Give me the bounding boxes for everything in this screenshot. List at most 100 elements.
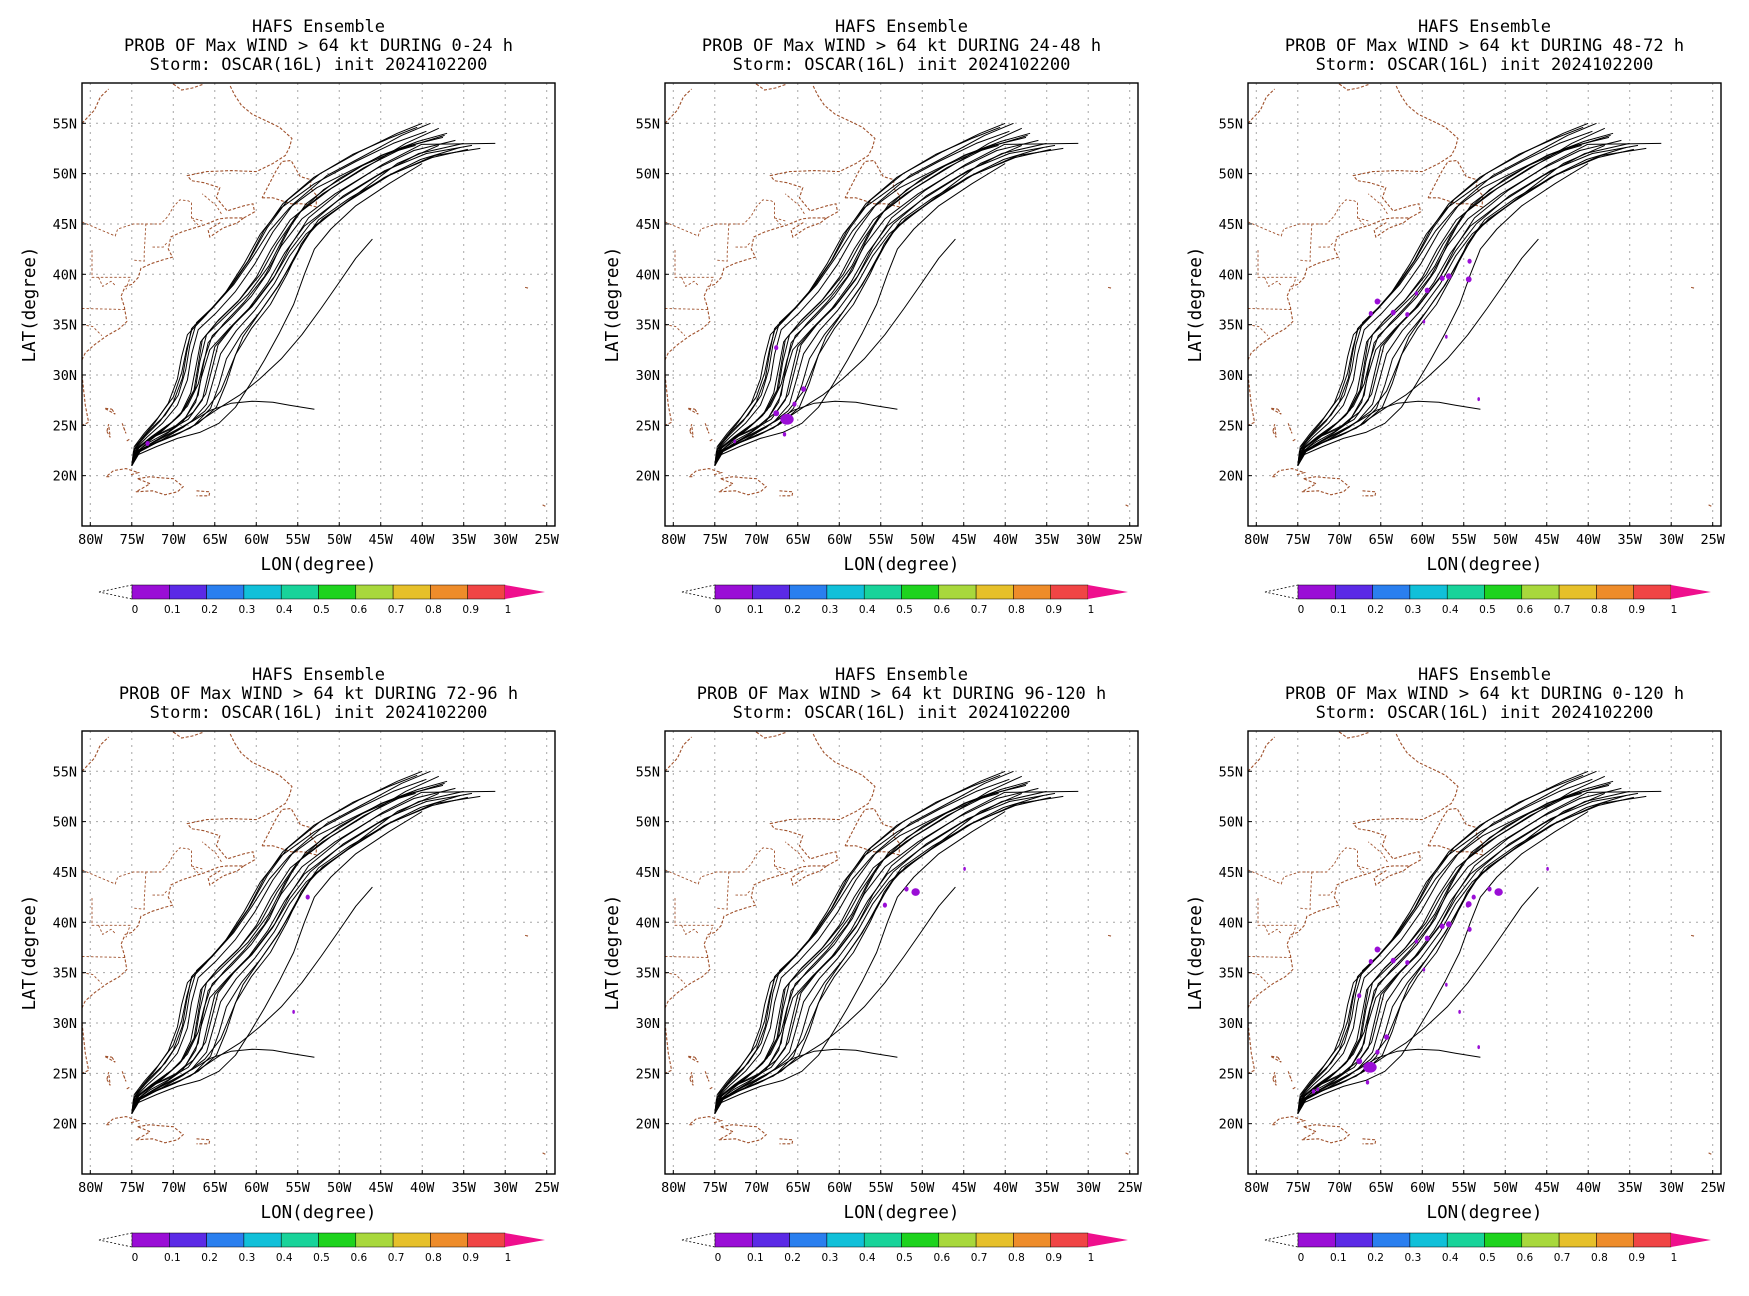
political-border xyxy=(82,324,103,337)
coastline xyxy=(1248,1022,1256,1074)
political-border xyxy=(82,308,126,310)
colorbar-label: 0.9 xyxy=(1045,1252,1062,1264)
x-axis-label: LON(degree) xyxy=(261,1203,377,1223)
ensemble-track xyxy=(714,775,1023,1114)
coastline xyxy=(172,731,205,739)
ensemble-track xyxy=(131,126,418,466)
probability-area xyxy=(1422,967,1426,972)
ensemble-track xyxy=(131,794,461,1114)
coastline xyxy=(104,468,141,478)
ensemble-track xyxy=(1297,127,1606,466)
ensemble-track xyxy=(1297,774,1584,1114)
probability-area xyxy=(782,432,787,437)
colorbar-under-triangle xyxy=(1264,1232,1299,1248)
coastline xyxy=(718,476,768,496)
ensemble-track xyxy=(714,127,1023,466)
probability-area xyxy=(1368,311,1373,317)
lat-tick-label: 35N xyxy=(1219,966,1243,982)
lon-tick-label: 35W xyxy=(1618,1180,1643,1196)
colorbar-segment xyxy=(280,584,319,600)
panel-title-storm: Storm: OSCAR(16L) init 2024102200 xyxy=(150,55,488,75)
colorbar-segment xyxy=(1484,584,1523,600)
coastline xyxy=(1248,217,1412,361)
probability-area xyxy=(1477,1045,1480,1050)
political-border xyxy=(681,277,699,288)
colorbar-label: 0.2 xyxy=(201,1252,218,1264)
colorbar-label: 0.1 xyxy=(164,604,181,616)
ensemble-track xyxy=(714,886,956,1114)
colorbar-label: 0.2 xyxy=(1367,1252,1384,1264)
ensemble-track xyxy=(714,782,1028,1114)
political-border xyxy=(202,841,222,863)
political-border xyxy=(1248,972,1269,985)
probability-area xyxy=(1375,1049,1380,1055)
lon-tick-label: 35W xyxy=(1035,1180,1060,1196)
political-border xyxy=(191,865,203,870)
coastline xyxy=(186,84,293,219)
political-border xyxy=(1264,277,1282,288)
coastline xyxy=(524,934,530,937)
lon-tick-label: 30W xyxy=(493,532,518,548)
lon-tick-label: 30W xyxy=(1659,532,1684,548)
probability-area xyxy=(1467,926,1472,932)
coastline xyxy=(1362,490,1377,497)
colorbar-segment xyxy=(752,1232,790,1248)
coastline xyxy=(704,422,710,434)
colorbar-label: 0 xyxy=(715,604,722,616)
colorbar-label: 0.5 xyxy=(896,604,913,616)
colorbar-segment xyxy=(1633,584,1672,600)
coastline xyxy=(261,807,318,856)
map-frame xyxy=(1247,82,1722,527)
lat-tick-label: 55N xyxy=(1219,116,1243,132)
ensemble-track xyxy=(714,792,999,1114)
colorbar-segment xyxy=(1558,1232,1597,1248)
coastline xyxy=(779,1138,794,1145)
colorbar-segment xyxy=(1446,584,1485,600)
coastline xyxy=(1291,438,1296,442)
map-panel-6: HAFS Ensemble PROB OF Max WIND > 64 kt DU… xyxy=(1166,648,1749,1296)
coastline xyxy=(1352,84,1459,219)
colorbar-label: 0.7 xyxy=(388,1252,405,1264)
coastline xyxy=(186,732,293,867)
lat-tick-label: 20N xyxy=(53,469,77,485)
political-border xyxy=(1248,847,1365,885)
probability-area xyxy=(1405,960,1410,966)
colorbar-segment xyxy=(1372,584,1411,600)
colorbar: 0 0.1 0.2 0.3 0.4 0.5 0.6 0.7 0.8 0.9 1 xyxy=(98,1232,545,1264)
lat-tick-label: 20N xyxy=(636,469,660,485)
ensemble-track xyxy=(131,792,473,1114)
ensemble-track xyxy=(131,778,427,1114)
colorbar-segment xyxy=(1521,1232,1560,1248)
colorbar-label: 0.7 xyxy=(1554,1252,1571,1264)
ensemble-track xyxy=(714,784,1027,1114)
ensemble-track xyxy=(131,139,456,466)
probability-area xyxy=(1357,993,1362,999)
colorbar-segment xyxy=(826,1232,865,1248)
lon-tick-label: 25W xyxy=(1701,1180,1726,1196)
colorbar-segment xyxy=(392,584,431,600)
probability-area xyxy=(1405,312,1410,318)
lon-tick-label: 45W xyxy=(369,1180,394,1196)
coastline xyxy=(542,504,547,508)
lon-tick-label: 80W xyxy=(1244,532,1269,548)
probability-area xyxy=(1390,309,1396,316)
lon-tick-label: 30W xyxy=(1076,532,1101,548)
probability-area xyxy=(1445,334,1448,339)
probability-area xyxy=(1424,287,1430,294)
ensemble-track xyxy=(1297,163,1589,466)
lat-tick-label: 25N xyxy=(53,418,77,434)
coastline xyxy=(172,83,205,91)
lat-tick-label: 25N xyxy=(636,1066,660,1082)
colorbar-segment xyxy=(901,1232,940,1248)
probability-area xyxy=(780,413,794,425)
ensemble-track xyxy=(714,136,1027,466)
colorbar-segment xyxy=(1633,1232,1672,1248)
colorbar-segment xyxy=(938,1232,977,1248)
coastline xyxy=(1125,1152,1130,1156)
probability-area xyxy=(305,894,310,900)
colorbar-segment xyxy=(1558,584,1597,600)
ensemble-track xyxy=(714,163,1006,466)
lat-tick-label: 50N xyxy=(636,167,660,183)
coastline xyxy=(104,407,116,415)
